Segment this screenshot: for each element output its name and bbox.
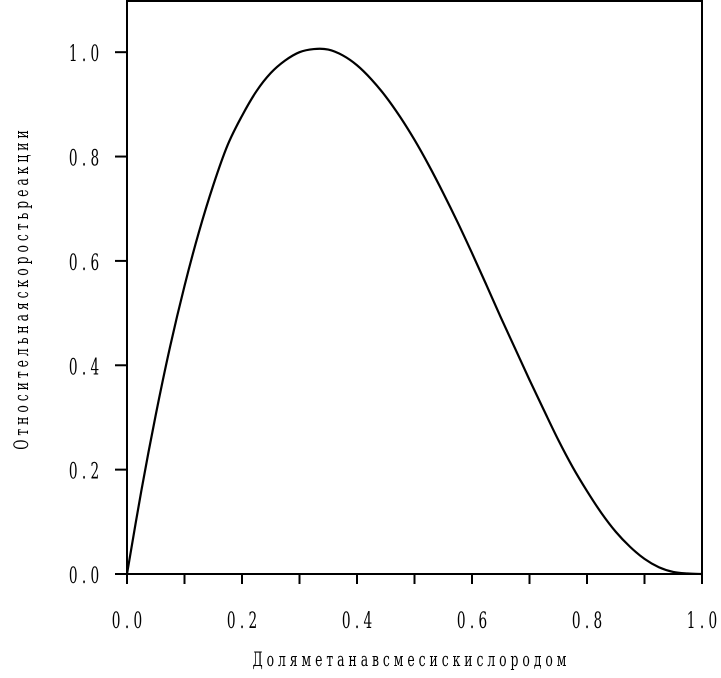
x-axis-title: Д о л я м е т а н а в с м е с и с к и с … (253, 648, 567, 671)
series-line (125, 47, 703, 576)
y-tick-label: 0 . 2 (69, 459, 99, 484)
x-tick-label: 0 . 2 (227, 609, 257, 634)
x-tick-label: 0 . 0 (112, 609, 142, 634)
y-tick-label: 0 . 4 (69, 355, 99, 380)
y-tick-label: 0 . 0 (69, 564, 99, 589)
y-tick-label: 0 . 6 (69, 251, 99, 276)
y-tick-label: 0 . 8 (69, 146, 99, 171)
x-tick-label: 0 . 8 (572, 609, 602, 634)
plot-frame (126, 0, 703, 575)
x-tick-label: 0 . 6 (457, 609, 487, 634)
x-tick-label: 0 . 4 (342, 609, 372, 634)
y-axis-title: О т н о с и т е л ь н а я с к о р о с т … (10, 130, 33, 449)
x-tick-label: 1 . 0 (687, 609, 717, 634)
y-tick-label: 1 . 0 (69, 42, 99, 67)
